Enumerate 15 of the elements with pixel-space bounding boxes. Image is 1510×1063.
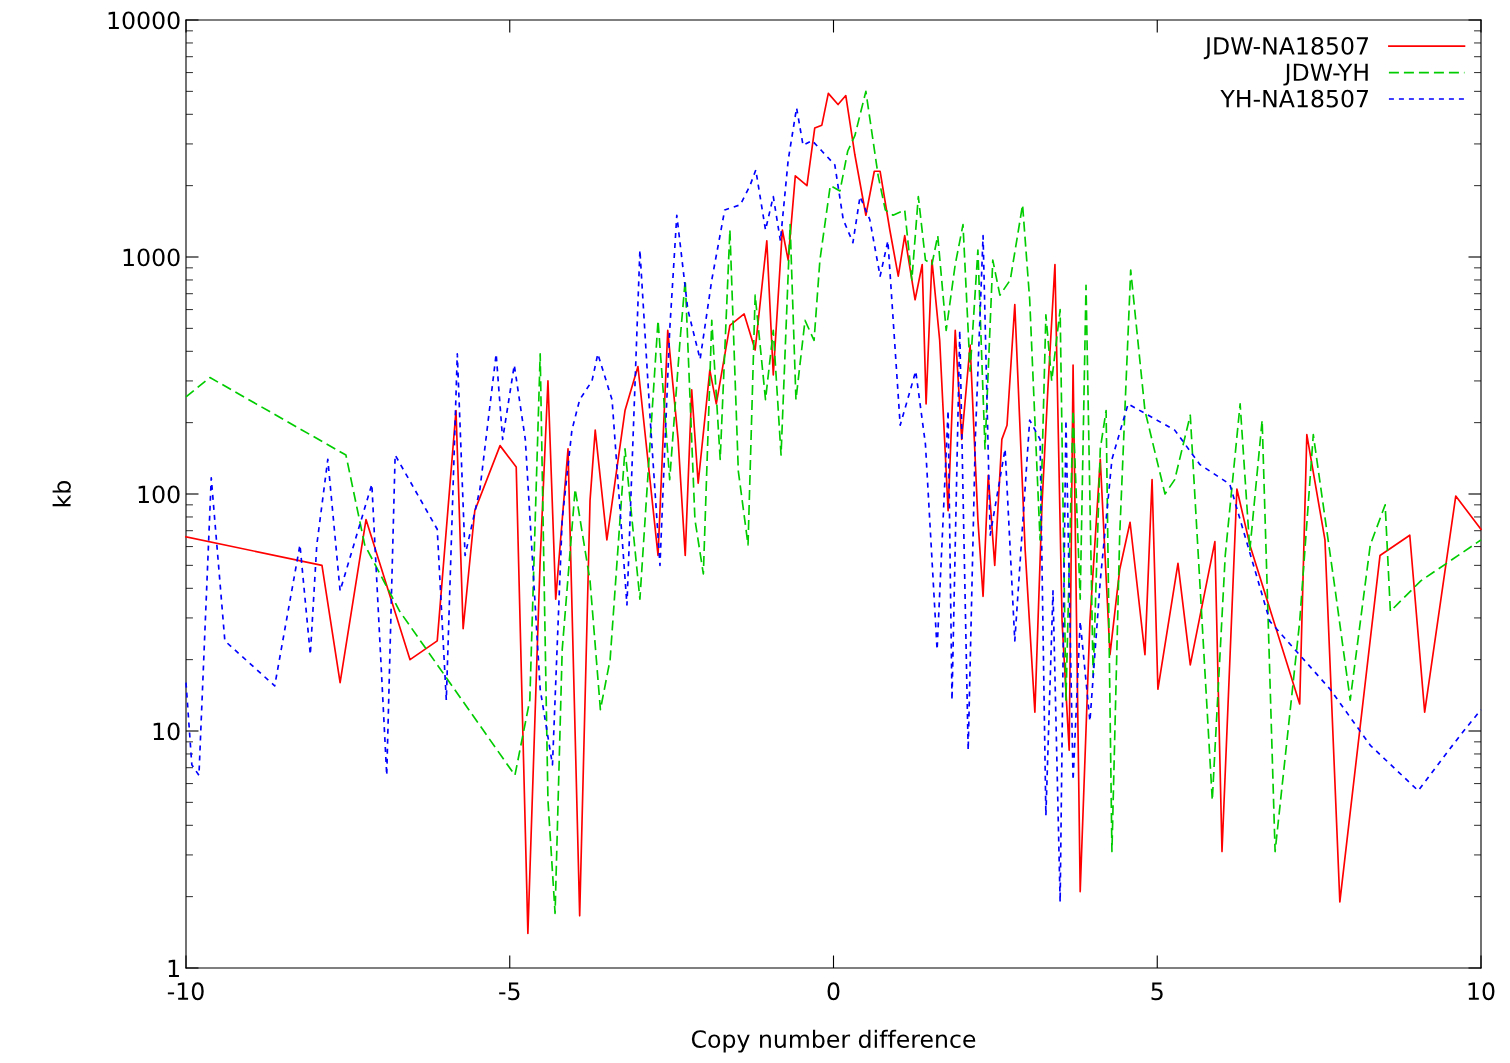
y-tick-label: 1	[168, 959, 179, 977]
x-tick-label: 0	[827, 982, 840, 1001]
legend-label: JDW-YH	[1283, 63, 1368, 86]
x-tick-label: -10	[167, 982, 204, 1001]
x-axis-title: Copy number difference	[691, 1029, 976, 1053]
y-axis-title: kb	[52, 480, 71, 507]
legend-label: YH-NA18507	[1220, 89, 1369, 108]
y-tick-label: 1000	[123, 248, 180, 267]
y-tick-label: 100	[138, 485, 180, 504]
y-tick-label: 10	[153, 722, 180, 741]
y-tick-label: 10000	[108, 11, 180, 30]
x-tick-label: 5	[1151, 982, 1163, 1001]
x-tick-label: 10	[1468, 982, 1495, 1001]
x-tick-label: -5	[499, 982, 520, 1001]
legend-label: JDW-NA18507	[1203, 36, 1369, 60]
